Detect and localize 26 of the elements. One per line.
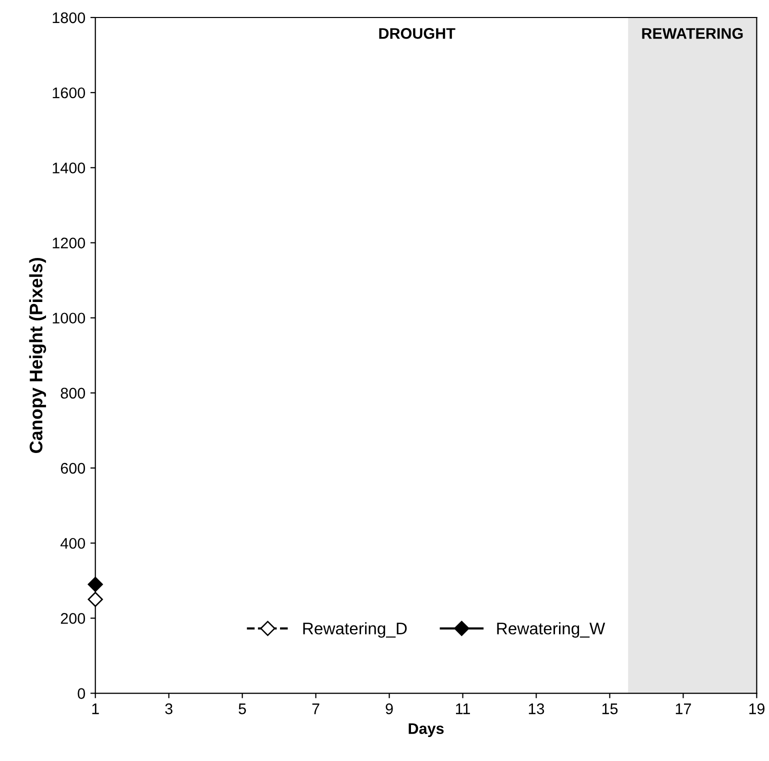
x-tick-label: 19 xyxy=(749,703,764,714)
x-tick-label: 11 xyxy=(456,704,470,714)
y-tick-label: 0 xyxy=(78,688,86,699)
y-tick-label: 400 xyxy=(60,538,86,549)
x-tick-label: 17 xyxy=(676,704,691,714)
x-tick-label: 1 xyxy=(92,704,99,714)
x-tick-label: 5 xyxy=(238,704,246,714)
x-tick-label: 15 xyxy=(602,704,618,714)
x-tick-label: 7 xyxy=(312,704,320,714)
y-axis-title: Canopy Height (Pixels) xyxy=(29,258,46,453)
y-tick-label: 600 xyxy=(60,462,86,474)
y-tick-label: 1400 xyxy=(52,162,86,174)
x-axis-title: Days xyxy=(408,723,444,738)
x-tick-label: 3 xyxy=(165,703,172,714)
x-tick-label: 13 xyxy=(528,703,544,714)
y-tick-label: 200 xyxy=(60,613,86,624)
x-tick-label: 9 xyxy=(386,703,393,714)
legend-label: Rewatering_D xyxy=(303,622,407,638)
annotation: DROUGHT xyxy=(379,28,456,39)
y-tick-label: 1000 xyxy=(52,312,86,324)
y-tick-label: 1200 xyxy=(52,238,86,248)
y-tick-label: 800 xyxy=(60,388,86,399)
legend-label: Rewatering_W xyxy=(497,622,606,638)
band-label: REWATERING xyxy=(642,28,743,39)
y-tick-label: 1600 xyxy=(52,87,86,98)
y-tick-label: 1800 xyxy=(52,12,86,24)
